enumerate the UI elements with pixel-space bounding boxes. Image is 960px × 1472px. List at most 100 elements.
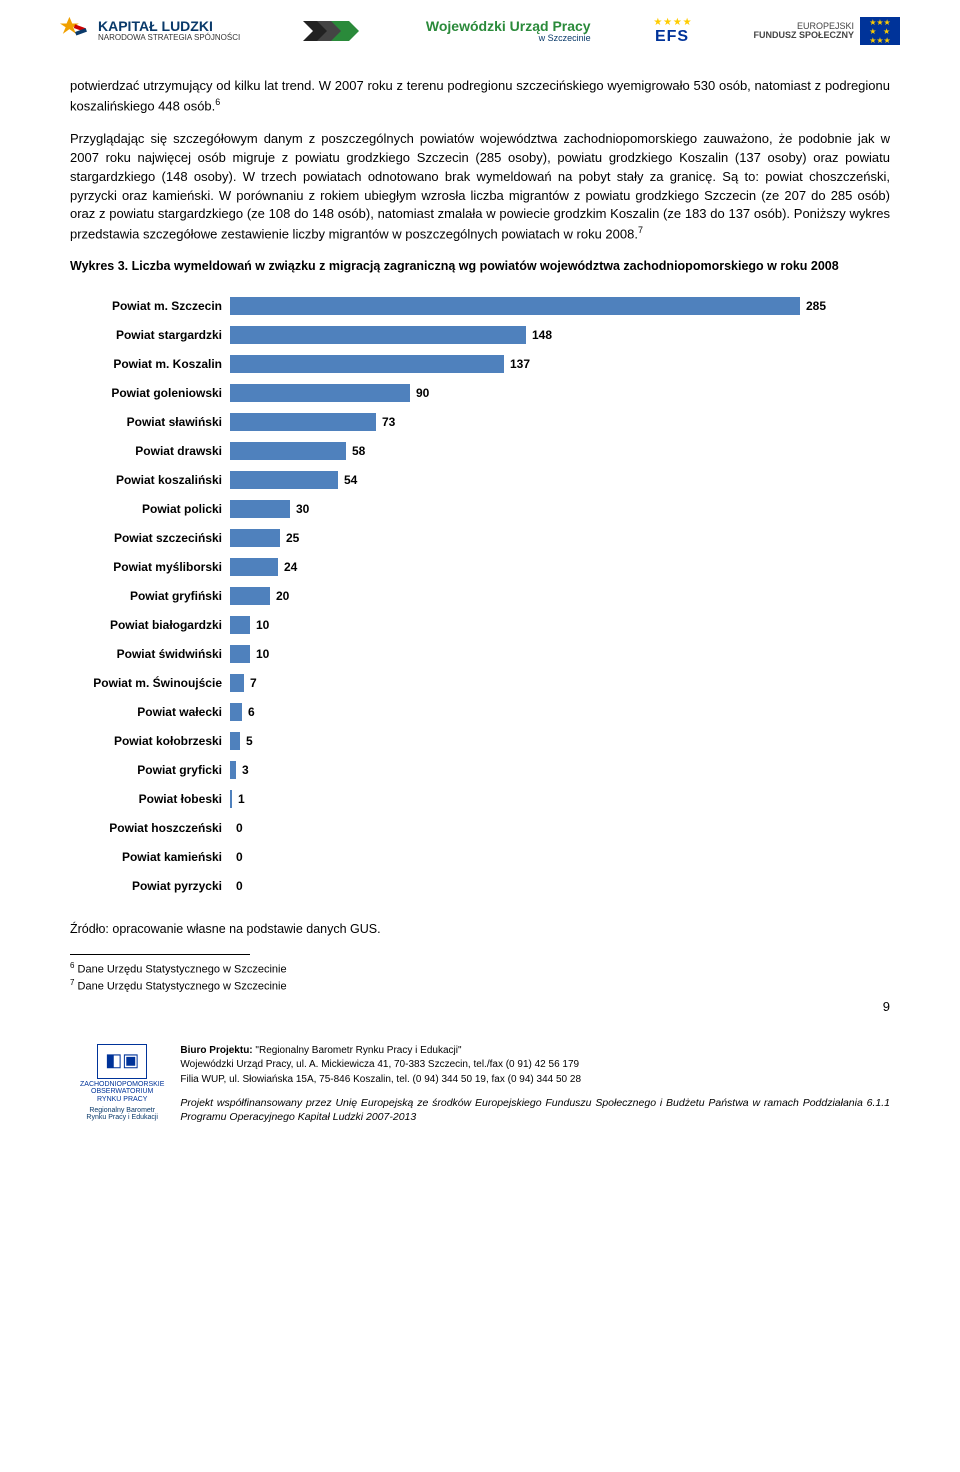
- wup-subtitle: w Szczecinie: [426, 34, 591, 43]
- footnote: 6 Dane Urzędu Statystycznego w Szczecini…: [70, 961, 890, 976]
- footnote-separator: [70, 954, 250, 955]
- efs-stars-icon: ★ ★ ★ ★: [653, 17, 690, 28]
- bar-fill: [230, 645, 250, 663]
- bar-track: 0: [230, 877, 890, 895]
- bar-fill: [230, 413, 376, 431]
- bar-label: Powiat sławiński: [80, 415, 230, 429]
- bar-label: Powiat szczeciński: [80, 531, 230, 545]
- bar-track: 25: [230, 529, 890, 547]
- bar-value: 54: [344, 473, 357, 487]
- bar-value: 25: [286, 531, 299, 545]
- bar-row: Powiat kołobrzeski5: [80, 728, 890, 753]
- bar-value: 1: [238, 792, 245, 806]
- bar-row: Powiat świdwiński 10: [80, 641, 890, 666]
- bar-track: 3: [230, 761, 890, 779]
- source-note: Źródło: opracowanie własne na podstawie …: [70, 922, 890, 936]
- footnote-number: 6: [70, 961, 74, 970]
- bar-fill: [230, 442, 346, 460]
- bar-label: Powiat gryfiński: [80, 589, 230, 603]
- bar-track: 137: [230, 355, 890, 373]
- header-logo-bar: KAPITAŁ LUDZKI NARODOWA STRATEGIA SPÓJNO…: [0, 0, 960, 77]
- bar-fill: [230, 355, 504, 373]
- eu-logo: EUROPEJSKI FUNDUSZ SPOŁECZNY ★★★★ ★★★★: [753, 17, 900, 45]
- page-number: 9: [70, 999, 890, 1014]
- bar-label: Powiat hoszczeński: [80, 821, 230, 835]
- bar-fill: [230, 616, 250, 634]
- bar-label: Powiat kamieński: [80, 850, 230, 864]
- bar-label: Powiat m. Koszalin: [80, 357, 230, 371]
- bar-track: 5: [230, 732, 890, 750]
- bar-row: Powiat m. Koszalin137: [80, 351, 890, 376]
- kapital-subtitle: NARODOWA STRATEGIA SPÓJNOŚCI: [98, 34, 240, 42]
- kapital-ludzki-logo: KAPITAŁ LUDZKI NARODOWA STRATEGIA SPÓJNO…: [60, 15, 240, 47]
- paragraph-1-text: potwierdzać utrzymujący od kilku lat tre…: [70, 78, 890, 113]
- bar-track: 20: [230, 587, 890, 605]
- bar-track: 7: [230, 674, 890, 692]
- paragraph-1: potwierdzać utrzymujący od kilku lat tre…: [70, 77, 890, 116]
- bar-row: Powiat stargardzki148: [80, 322, 890, 347]
- bar-track: 148: [230, 326, 890, 344]
- biuro-name: "Regionalny Barometr Rynku Pracy i Eduka…: [255, 1045, 461, 1056]
- eu-flag-icon: ★★★★ ★★★★: [860, 17, 900, 45]
- bar-track: 30: [230, 500, 890, 518]
- bar-row: Powiat goleniowski90: [80, 380, 890, 405]
- bar-value: 30: [296, 502, 309, 516]
- bar-track: 6: [230, 703, 890, 721]
- kapital-title: KAPITAŁ LUDZKI: [98, 19, 240, 34]
- footnotes-block: 6 Dane Urzędu Statystycznego w Szczecini…: [70, 961, 890, 992]
- observatory-icon: ◧▣: [97, 1044, 147, 1079]
- bar-row: Powiat białogardzki10: [80, 612, 890, 637]
- bar-row: Powiat m. Świnoujście7: [80, 670, 890, 695]
- bar-label: Powiat świdwiński: [80, 647, 230, 661]
- footer-logo-tag1: Regionalny Barometr: [89, 1107, 155, 1115]
- bar-fill: [230, 326, 526, 344]
- bar-value: 58: [352, 444, 365, 458]
- bar-row: Powiat pyrzycki0: [80, 873, 890, 898]
- bar-label: Powiat łobeski: [80, 792, 230, 806]
- bar-value: 0: [236, 821, 243, 835]
- chart-title: Wykres 3. Liczba wymeldowań w związku z …: [70, 258, 890, 275]
- footer-text-block: Biuro Projektu: "Regionalny Barometr Ryn…: [180, 1044, 890, 1125]
- bar-row: Powiat łobeski 1: [80, 786, 890, 811]
- bar-fill: [230, 674, 244, 692]
- bar-row: Powiat szczeciński 25: [80, 525, 890, 550]
- bar-label: Powiat koszaliński: [80, 473, 230, 487]
- bar-label: Powiat gryficki: [80, 763, 230, 777]
- wup-title: Wojewódzki Urząd Pracy: [426, 19, 591, 34]
- bar-row: Powiat koszaliński 54: [80, 467, 890, 492]
- bar-label: Powiat pyrzycki: [80, 879, 230, 893]
- bar-track: 10: [230, 616, 890, 634]
- bar-row: Powiat m. Szczecin285: [80, 293, 890, 318]
- wup-logo: Wojewódzki Urząd Pracy w Szczecinie: [426, 19, 591, 43]
- bar-label: Powiat białogardzki: [80, 618, 230, 632]
- footer-addr2: Filia WUP, ul. Słowiańska 15A, 75-846 Ko…: [180, 1073, 890, 1087]
- bar-chart: Powiat m. Szczecin285Powiat stargardzki1…: [70, 293, 890, 898]
- bar-label: Powiat wałecki: [80, 705, 230, 719]
- efs-logo: ★ ★ ★ ★ EFS: [653, 17, 690, 46]
- bar-fill: [230, 790, 232, 808]
- footer-logo-line2: OBSERWATORIUM: [91, 1088, 153, 1096]
- bar-row: Powiat hoszczeński 0: [80, 815, 890, 840]
- arrow-logo: [303, 16, 363, 46]
- bar-row: Powiat gryfiński20: [80, 583, 890, 608]
- bar-track: 1: [230, 790, 890, 808]
- bar-value: 24: [284, 560, 297, 574]
- biuro-label: Biuro Projektu:: [180, 1045, 255, 1056]
- bar-track: 58: [230, 442, 890, 460]
- bar-label: Powiat stargardzki: [80, 328, 230, 342]
- footer-block: ◧▣ ZACHODNIOPOMORSKIE OBSERWATORIUM RYNK…: [70, 1044, 890, 1125]
- footer-addr1: Wojewódzki Urząd Pracy, ul. A. Mickiewic…: [180, 1058, 890, 1072]
- footer-logo: ◧▣ ZACHODNIOPOMORSKIE OBSERWATORIUM RYNK…: [80, 1044, 164, 1122]
- bar-track: 90: [230, 384, 890, 402]
- bar-fill: [230, 500, 290, 518]
- bar-value: 10: [256, 647, 269, 661]
- bar-fill: [230, 587, 270, 605]
- footnote-ref-7: 7: [638, 225, 643, 235]
- footnote-ref-6: 6: [215, 97, 220, 107]
- bar-value: 0: [236, 850, 243, 864]
- bar-fill: [230, 529, 280, 547]
- footer-logo-line1: ZACHODNIOPOMORSKIE: [80, 1081, 164, 1089]
- paragraph-2-text: Przyglądając się szczegółowym danym z po…: [70, 131, 890, 242]
- bar-value: 73: [382, 415, 395, 429]
- bar-label: Powiat goleniowski: [80, 386, 230, 400]
